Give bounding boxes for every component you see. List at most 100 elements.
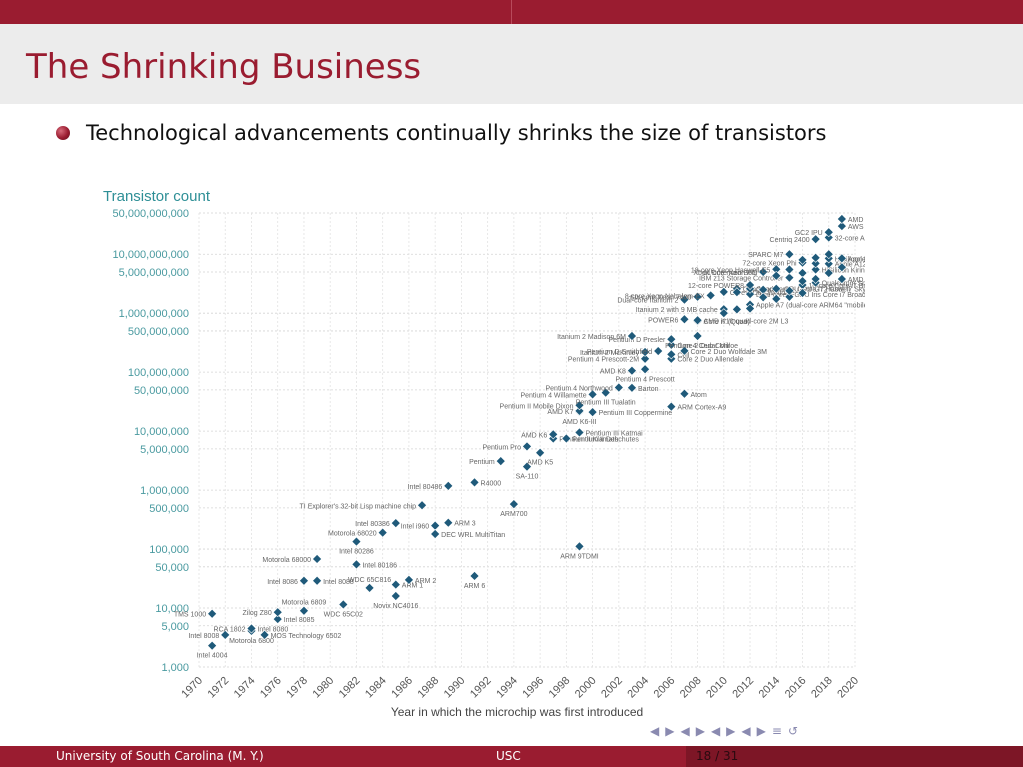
data-point-label: Pentium — [469, 459, 495, 466]
data-point — [522, 461, 532, 472]
x-tick-label: 1972 — [206, 675, 232, 701]
data-point — [469, 477, 480, 488]
data-point — [207, 640, 218, 651]
y-tick-label: 5,000 — [161, 621, 189, 633]
nav-prev-frame-icon[interactable]: ◀ — [650, 724, 660, 738]
data-point-label: Pentium II Klamath — [559, 436, 618, 443]
data-point — [613, 382, 624, 393]
footer-page-box: 18 / 31 — [686, 746, 1023, 767]
y-tick-label: 10,000,000 — [134, 426, 189, 438]
data-point — [351, 559, 362, 570]
data-point-label: SPARC M7 — [748, 252, 783, 259]
data-point — [745, 303, 755, 314]
footer-institution: University of South Carolina (M. Y.) — [56, 749, 264, 763]
nav-prev-subsection-icon[interactable]: ◀ — [710, 724, 721, 738]
data-point-label: Apple A7 (dual-core ARM64 "mobile SoC") — [756, 303, 865, 310]
x-tick-label: 1986 — [389, 675, 415, 701]
nav-next-slide-icon[interactable]: ▶ — [695, 724, 705, 738]
data-point — [692, 291, 703, 302]
data-point-label: Intel 8080 — [257, 626, 288, 633]
data-point — [548, 429, 559, 440]
data-point — [784, 285, 795, 296]
data-point-label: Motorola 6809 — [282, 600, 327, 607]
y-tick-label: 50,000,000,000 — [113, 208, 189, 220]
x-tick-label: 1978 — [284, 675, 310, 701]
y-tick-label: 5,000,000 — [140, 444, 189, 456]
data-point — [784, 264, 795, 275]
data-point — [587, 407, 598, 418]
data-point — [390, 579, 401, 590]
data-point-label: AMD K10 quad-core 2M L3 — [704, 318, 789, 325]
nav-next-frame-icon[interactable]: ▶ — [665, 724, 675, 738]
data-point-label: Intel i960 — [401, 524, 430, 531]
footer-short-title: USC — [496, 749, 521, 763]
data-point — [574, 541, 585, 552]
data-point — [522, 441, 532, 452]
nav-prev-section-icon[interactable]: ◀ — [741, 724, 751, 738]
data-point — [836, 221, 847, 232]
bullet-text: Technological advancements continually s… — [86, 121, 827, 145]
slide-title: The Shrinking Business — [26, 47, 422, 87]
data-point-label: Apple A13 (iPhone 11 Pro) — [848, 256, 865, 263]
data-point-label: ARM 6 — [464, 583, 486, 590]
data-point — [627, 331, 637, 341]
data-point-label: POWER6 — [648, 317, 678, 324]
data-point — [653, 346, 664, 356]
y-tick-label: 500,000 — [149, 503, 189, 515]
data-point — [797, 254, 808, 265]
data-point — [390, 591, 401, 601]
data-point — [430, 520, 441, 531]
data-point — [679, 388, 690, 399]
data-point — [771, 293, 782, 304]
y-tick-label: 100,000 — [149, 544, 189, 556]
data-point-label: Core 2 Duo Wolfdale 3M — [690, 349, 767, 356]
data-point-label: Itanium 2 Madison 6M — [557, 334, 626, 341]
data-point — [823, 258, 834, 269]
data-point — [758, 284, 769, 295]
data-point-label: Pentium 4 Prescott-2M — [568, 357, 639, 364]
data-point — [666, 334, 677, 345]
footer-page-number: 18 / 31 — [696, 749, 739, 763]
data-point-label: RCA 1802 — [214, 626, 246, 633]
data-point-label: 12-core POWER8 — [688, 283, 744, 290]
bullet-item: Technological advancements continually s… — [56, 121, 826, 145]
data-point-label: Motorola 6800 — [229, 638, 274, 645]
nav-search-back-icon[interactable]: ↺ — [787, 724, 798, 738]
data-point-label: Motorola 68020 — [328, 531, 377, 538]
data-point-label: Cell — [677, 352, 690, 359]
data-point-label: TI Explorer's 32-bit Lisp machine chip — [300, 503, 417, 510]
data-point-label: Six-core Xeon 7400 — [630, 295, 692, 302]
nav-prev-slide-icon[interactable]: ◀ — [680, 724, 690, 738]
transistor-count-chart: Transistor count 1,000 5,000 10,000 50,000 10… — [103, 188, 865, 719]
nav-menu-icon[interactable]: ≡ — [771, 724, 782, 738]
data-point — [495, 456, 506, 467]
data-point — [810, 252, 821, 263]
x-tick-label: 1982 — [337, 675, 363, 701]
data-point-label: Pentium 4 Cedar Mill — [665, 343, 730, 350]
y-tick-label: 10,000 — [155, 603, 189, 615]
data-point — [810, 234, 821, 245]
data-point-label: ARM700 — [500, 511, 527, 518]
data-point — [797, 268, 808, 278]
data-point-label: Intel 80486 — [408, 484, 443, 491]
data-point-label: Atom — [690, 392, 707, 399]
data-point-label: ARM Cortex-A9 — [677, 405, 726, 412]
data-point — [823, 249, 834, 260]
beamer-navigation[interactable]: ◀ ▶ ◀ ▶ ◀ ▶ ◀ ▶ ≡ ↺ — [650, 724, 804, 738]
data-point — [640, 364, 651, 375]
x-tick-label: 2020 — [835, 675, 861, 701]
data-point-label: AMD Epyc Rome — [848, 217, 865, 224]
data-point — [758, 292, 769, 303]
data-point — [810, 264, 821, 275]
bullet-icon — [56, 126, 70, 140]
top-bar-divider — [511, 0, 512, 24]
data-point — [364, 582, 375, 593]
nav-next-subsection-icon[interactable]: ▶ — [726, 724, 736, 738]
y-tick-label: 1,000,000,000 — [119, 308, 189, 320]
data-point-label: Core i7 (Quad) — [704, 319, 750, 326]
nav-next-section-icon[interactable]: ▶ — [756, 724, 766, 738]
data-point — [220, 629, 231, 640]
data-point — [574, 427, 585, 438]
x-tick-label: 1984 — [363, 675, 389, 701]
data-point-label: AMD K5 — [527, 460, 553, 467]
